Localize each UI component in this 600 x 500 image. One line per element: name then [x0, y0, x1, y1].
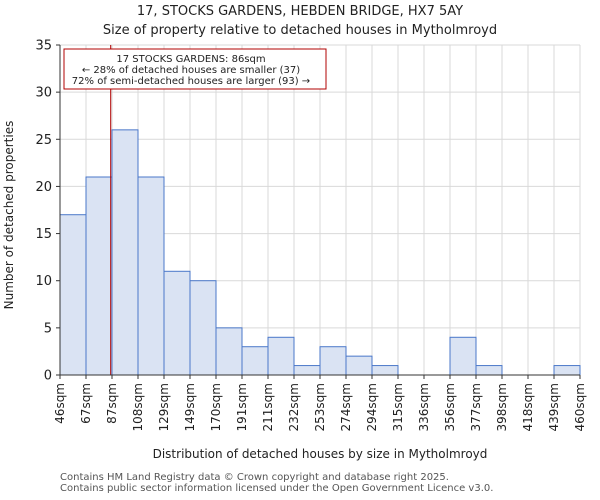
y-tick-label: 35 [35, 39, 52, 54]
x-tick-label: 377sqm [469, 383, 483, 431]
histogram-bar [293, 365, 321, 376]
histogram-bar [345, 355, 373, 376]
histogram-bar [215, 327, 243, 376]
x-tick-label: 232sqm [287, 383, 301, 431]
x-tick-label: 170sqm [209, 383, 223, 431]
y-tick-label: 20 [35, 180, 52, 195]
x-tick-label: 253sqm [313, 383, 327, 431]
histogram-bar [111, 129, 139, 376]
x-tick-label: 356sqm [443, 383, 457, 431]
chart-title: 17, STOCKS GARDENS, HEBDEN BRIDGE, HX7 5… [136, 4, 464, 19]
histogram-bar [189, 280, 217, 376]
histogram-bar [449, 336, 477, 376]
y-tick-label: 10 [35, 274, 52, 289]
histogram-bar [267, 336, 295, 376]
x-tick-label: 418sqm [521, 383, 535, 431]
histogram-bar [553, 365, 581, 376]
x-tick-label: 87sqm [105, 383, 119, 424]
footer-attribution-2: Contains public sector information licen… [60, 483, 494, 494]
histogram-bar [319, 346, 347, 376]
histogram-bar [137, 176, 165, 376]
annotation-text: ← 28% of detached houses are smaller (37… [82, 65, 300, 76]
histogram-bar [163, 270, 191, 376]
x-tick-label: 67sqm [79, 383, 93, 424]
footer-attribution-1: Contains HM Land Registry data © Crown c… [60, 472, 449, 483]
y-tick-label: 30 [35, 86, 52, 101]
histogram-bar [59, 214, 87, 376]
x-tick-label: 274sqm [339, 383, 353, 431]
histogram-bar [85, 176, 113, 376]
histogram-bar [475, 365, 503, 376]
annotation-text: 72% of semi-detached houses are larger (… [72, 76, 310, 87]
histogram-bar [241, 346, 269, 376]
y-tick-label: 25 [35, 133, 52, 148]
bars [59, 129, 581, 376]
x-tick-label: 398sqm [495, 383, 509, 431]
x-tick-label: 46sqm [53, 383, 67, 424]
x-tick-label: 460sqm [573, 383, 587, 431]
y-tick-label: 0 [44, 369, 52, 384]
y-tick-label: 5 [44, 321, 52, 336]
annotation-text: 17 STOCKS GARDENS: 86sqm [116, 54, 265, 65]
x-tick-label: 336sqm [417, 383, 431, 431]
annotation-box [63, 48, 327, 90]
x-tick-label: 108sqm [131, 383, 145, 431]
histogram-bar [371, 365, 399, 376]
y-tick-label: 15 [35, 227, 52, 242]
x-axis-label: Distribution of detached houses by size … [153, 447, 488, 461]
x-tick-label: 129sqm [157, 383, 171, 431]
y-axis-label: Number of detached properties [2, 121, 16, 310]
x-tick-label: 211sqm [261, 383, 275, 431]
axes: 0 5 10 15 20 25 30 35 46sqm 67sqm 87sqm 108sqm 129sq… [35, 39, 587, 432]
x-tick-label: 294sqm [365, 383, 379, 431]
x-tick-label: 191sqm [235, 383, 249, 431]
x-tick-label: 439sqm [547, 383, 561, 431]
x-tick-label: 149sqm [183, 383, 197, 431]
marker-layer: 17 STOCKS GARDENS: 86sqm← 28% of detache… [63, 45, 327, 375]
x-tick-label: 315sqm [391, 383, 405, 431]
chart-subtitle: Size of property relative to detached ho… [102, 23, 498, 38]
